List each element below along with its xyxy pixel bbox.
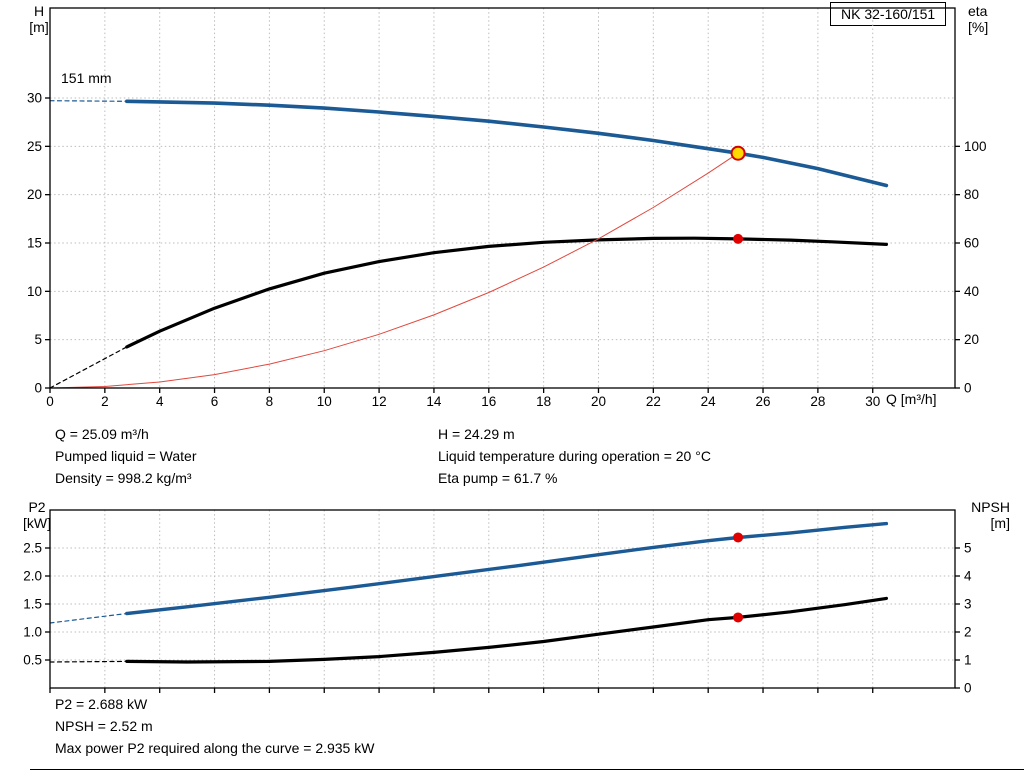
tick-label: 1.0 [23,625,42,640]
npsh-point-marker [733,612,744,623]
tick-label: 1 [964,653,972,668]
tick-label: 10 [27,284,42,299]
duty-system-curve [49,152,739,389]
tick-label: 22 [646,394,661,409]
tick-label: 20 [27,187,42,202]
density-text: Density = 998.2 kg/m³ [55,470,192,486]
h-axis-title: H [33,3,45,19]
eta-point-marker [733,233,744,244]
tick-label: 15 [27,235,42,250]
tick-label: 18 [536,394,551,409]
pump-type-badge: NK 32-160/151 [830,2,947,26]
duty-info-left: Q = 25.09 m³/h Pumped liquid = Water Den… [55,423,197,489]
tick-label: 0 [46,394,54,409]
p2-power-curve [125,521,889,616]
head-curve-151mm [125,99,889,188]
tick-label: 0.5 [23,653,42,668]
tick-label: 25 [27,139,42,154]
tick-label: 28 [810,394,825,409]
npsh-axis-unit: [m] [990,515,1010,531]
footer-divider [30,769,1024,770]
eta-axis-corner-label: eta [%] [968,3,1012,35]
duty-point-marker [730,145,746,161]
eta-axis-unit: [%] [968,19,989,35]
plot-frame [49,7,956,389]
tick-label: 14 [426,394,442,409]
tick-label: 5 [964,541,972,556]
tick-label: 2 [101,394,109,409]
npsh-curve [125,596,889,664]
p2-point-marker [733,532,744,543]
tick-label: 2.5 [23,541,42,556]
h-axis-corner-label: H [m] [22,3,56,35]
bottom-chart: 0.5 1.0 1.5 2.0 2.5 0 1 2 3 4 5 [23,509,972,696]
tick-label: 20 [964,332,979,347]
efficiency-curve [125,236,889,349]
tick-label: 2.0 [23,569,42,584]
tick-label: 80 [964,187,979,202]
p2-axis-unit: [kW] [23,515,51,531]
power-npsh-info: P2 = 2.688 kW NPSH = 2.52 m Max power P2… [55,693,374,759]
duty-info-right: H = 24.29 m Liquid temperature during op… [438,423,711,489]
tick-label: 20 [591,394,606,409]
tick-label: 3 [964,597,972,612]
q-axis-label: Q [m³/h] [886,391,937,407]
tick-label: 30 [27,90,42,105]
npsh-value-text: NPSH = 2.52 m [55,718,153,734]
pumped-liquid-text: Pumped liquid = Water [55,448,197,464]
tick-label: 16 [481,394,496,409]
head-curve-151mm-lead-in [49,100,128,102]
tick-label: 30 [865,394,880,409]
tick-label: 2 [964,625,972,640]
tick-label: 60 [964,235,979,250]
tick-label: 100 [964,139,987,154]
tick-label: 40 [964,284,979,299]
efficiency-curve-lead-in [49,346,128,389]
impeller-diameter-label: 151 mm [61,70,112,86]
eta-pump-text: Eta pump = 61.7 % [438,470,558,486]
plot-frame [49,509,956,689]
npsh-curve-lead-in [49,660,128,663]
npsh-axis-corner-label: NPSH [m] [958,499,1010,531]
tick-label: 0 [964,681,972,696]
tick-label: 8 [266,394,274,409]
tick-label: 5 [34,332,42,347]
duty-head-text: H = 24.29 m [438,426,515,442]
tick-label: 24 [701,394,717,409]
duty-flow-text: Q = 25.09 m³/h [55,426,149,442]
tick-label: 10 [317,394,332,409]
p2-power-curve-lead-in [49,612,128,624]
tick-label: 6 [211,394,219,409]
liquid-temperature-text: Liquid temperature during operation = 20… [438,448,711,464]
tick-label: 1.5 [23,597,42,612]
p2-value-text: P2 = 2.688 kW [55,696,148,712]
tick-label: 12 [372,394,387,409]
tick-label: 4 [156,394,164,409]
tick-label: 0 [964,381,972,396]
p2-axis-title: P2 [28,499,46,515]
h-axis-unit: [m] [29,19,49,35]
tick-label: 26 [756,394,771,409]
eta-axis-title: eta [968,3,988,19]
npsh-axis-title: NPSH [971,499,1010,515]
tick-label: 4 [964,569,972,584]
p2-axis-corner-label: P2 [kW] [18,499,56,531]
tick-label: 0 [34,381,42,396]
max-power-text: Max power P2 required along the curve = … [55,740,375,756]
